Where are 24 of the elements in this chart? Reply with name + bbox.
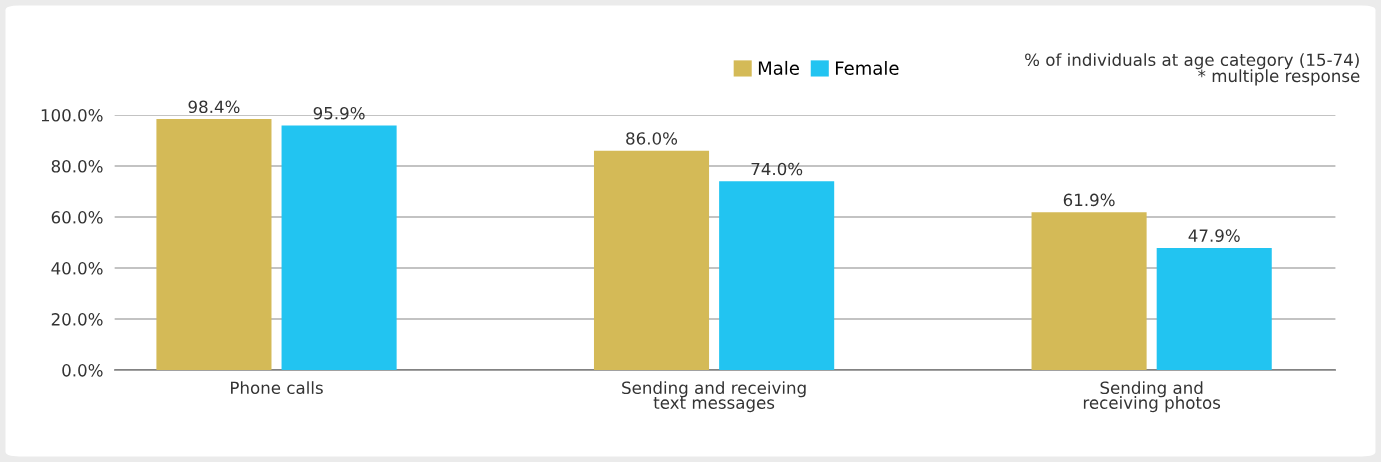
bar — [156, 119, 272, 371]
bar — [1156, 247, 1272, 371]
data-label: 74.0% — [751, 162, 803, 176]
y-tick-label: 40.0% — [51, 262, 103, 275]
y-tick-label: 60.0% — [51, 211, 103, 224]
bar — [593, 150, 710, 371]
y-tick-label: 0.0% — [62, 364, 103, 377]
legend-label: Male — [758, 60, 799, 75]
y-tick-label: 80.0% — [51, 160, 103, 173]
data-label: 47.9% — [1188, 229, 1240, 242]
y-tick-label: 20.0% — [51, 313, 103, 326]
data-label: 61.9% — [1063, 193, 1115, 207]
text: % of individuals at age category (15-74) * multiple response — [1025, 53, 1360, 86]
x-tick-label: Sending and receiving photos — [1083, 381, 1221, 413]
x-tick-label: Phone calls — [231, 381, 323, 395]
legend-label: Female — [835, 60, 899, 75]
y-tick-label: 100.0% — [41, 109, 103, 122]
bar — [719, 181, 835, 371]
bar — [1031, 212, 1147, 371]
bar — [281, 125, 397, 371]
x-tick-label: Sending and receiving text messages — [622, 381, 806, 413]
data-label: 95.9% — [313, 106, 365, 120]
data-label: 86.0% — [626, 132, 678, 145]
data-label: 98.4% — [188, 100, 240, 114]
